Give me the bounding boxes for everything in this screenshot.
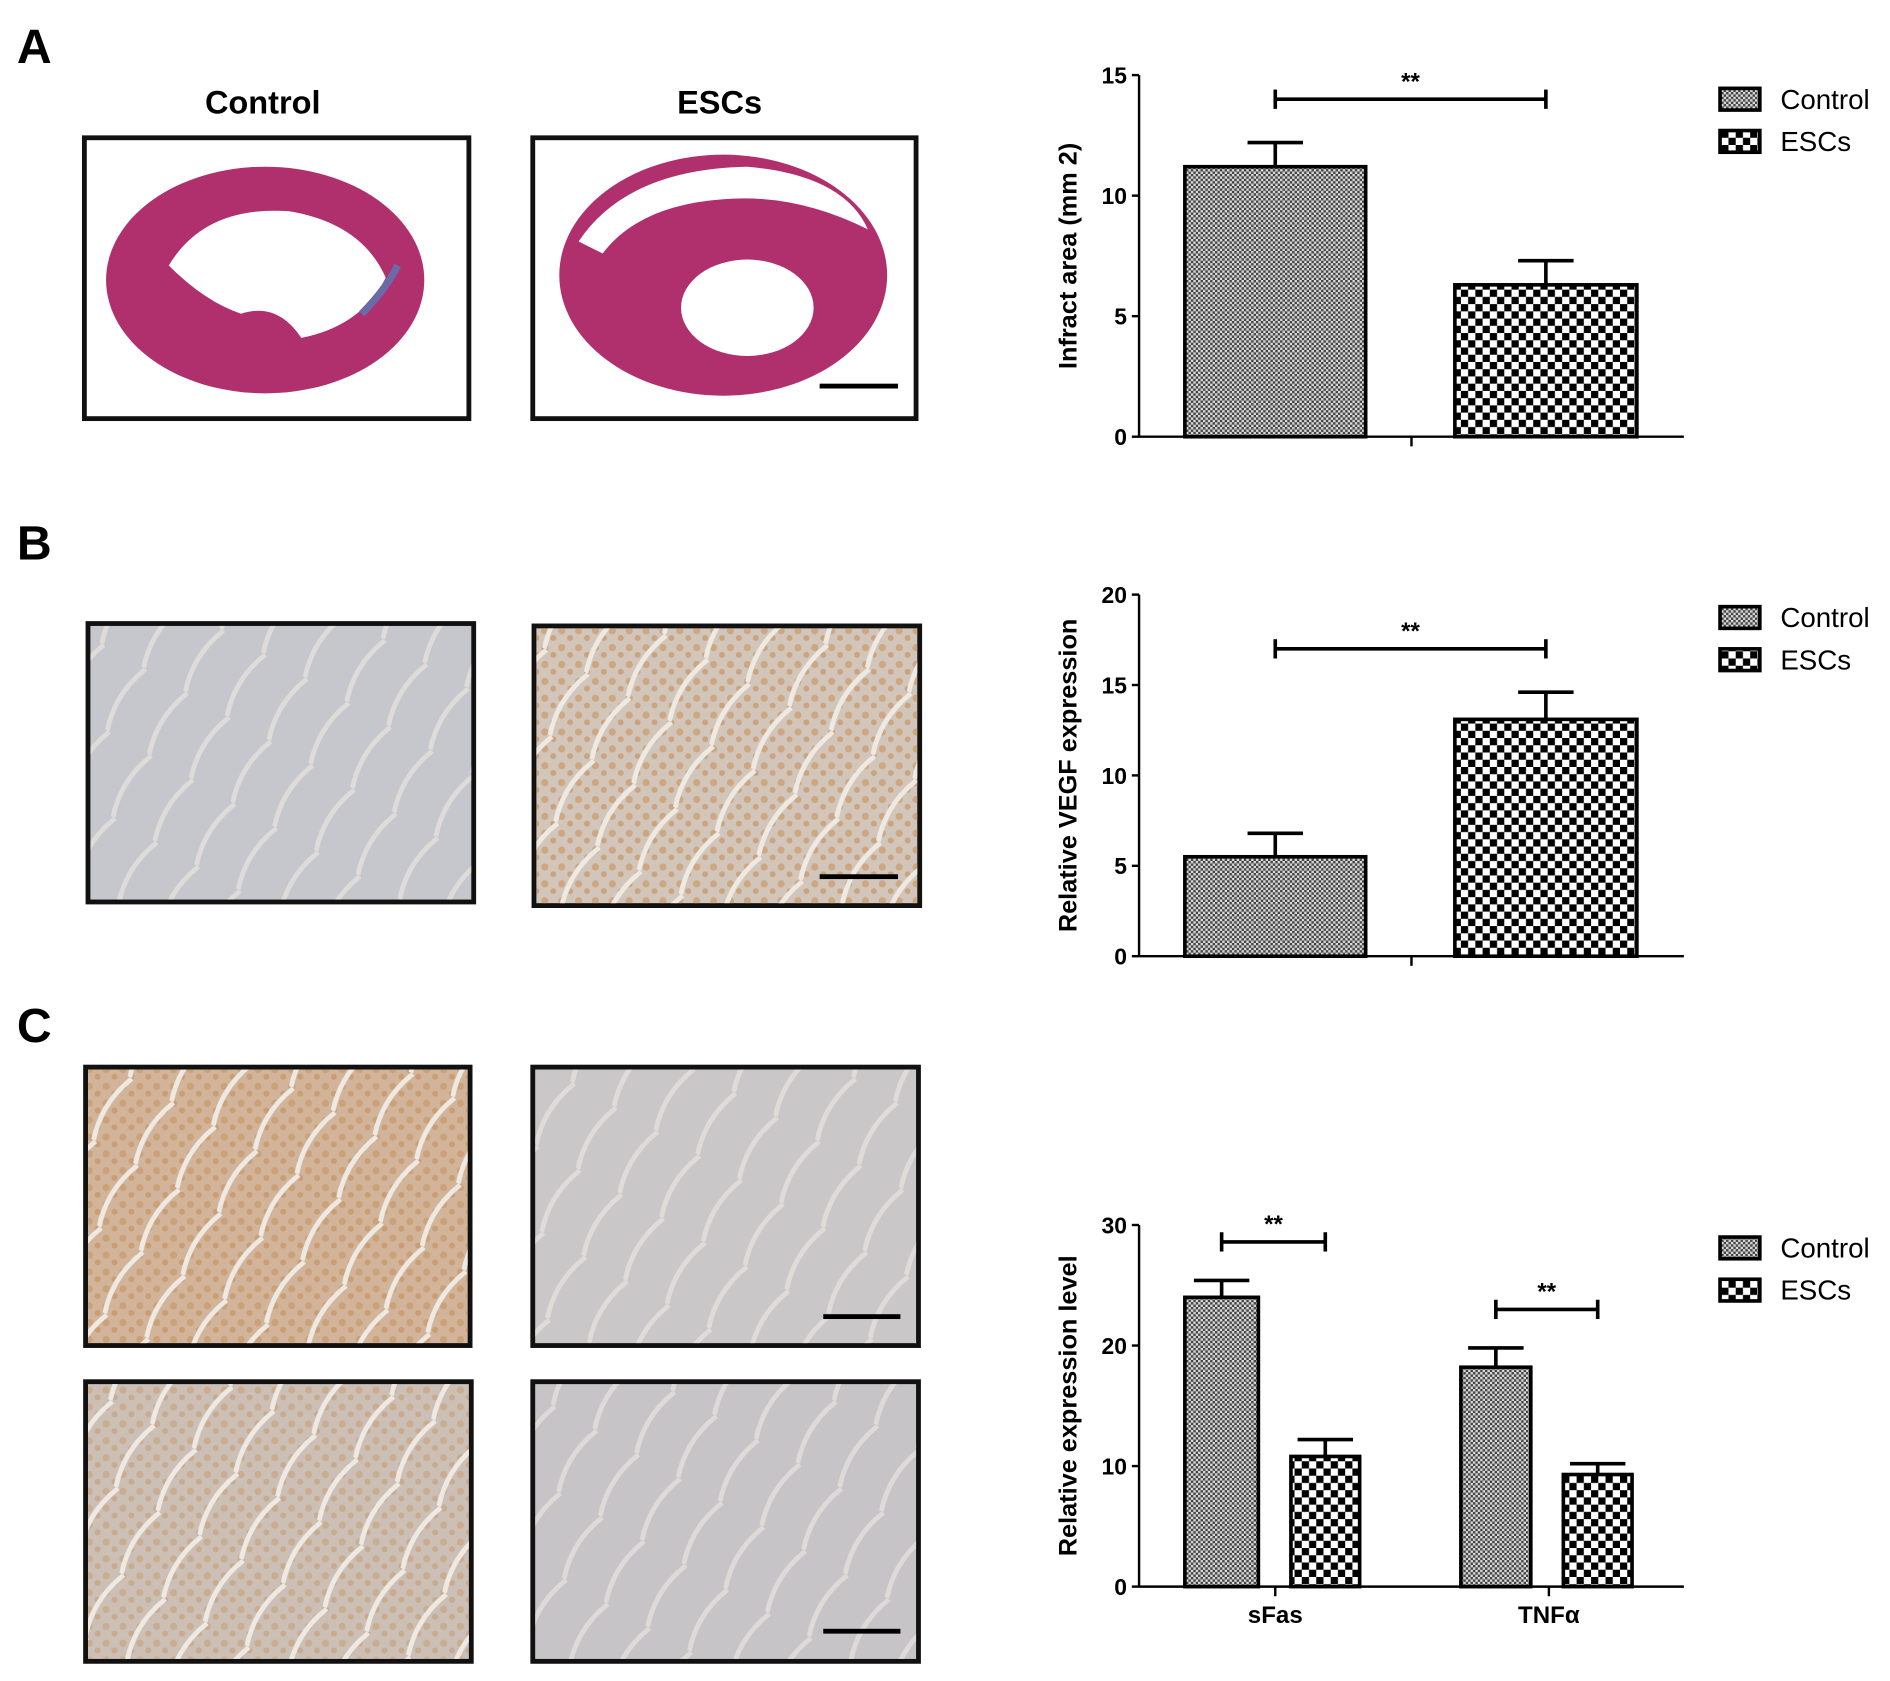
y-tick-label: 15 (1102, 63, 1128, 89)
legend-swatch-escs (1718, 647, 1762, 673)
legend-label-escs: ESCs (1780, 126, 1851, 157)
ihc-escs-bottom-image (530, 1379, 921, 1664)
legend-label-escs: ESCs (1780, 644, 1851, 675)
column-title-control: Control (205, 85, 321, 121)
legend-label-control: Control (1780, 1233, 1869, 1264)
ihc-control-top-image (83, 1064, 473, 1348)
vegf-ihc-control-image (85, 621, 477, 905)
significance-label: ** (1537, 1279, 1556, 1306)
y-tick-label: 10 (1102, 763, 1127, 789)
legend-swatch-escs (1718, 1277, 1762, 1303)
y-axis-label: Infract area (mm 2) (1054, 143, 1082, 369)
chart-1: 0 5 10 15 Infract area (mm 2) ** Control ESCs (1054, 63, 1869, 451)
significance-label: ** (1401, 69, 1420, 96)
scale-bar (819, 383, 898, 389)
y-tick-label: 20 (1102, 582, 1127, 608)
legend-label-escs: ESCs (1780, 1275, 1851, 1306)
y-tick-label: 5 (1114, 853, 1127, 879)
scale-bar (823, 1314, 901, 1320)
y-tick-label: 0 (1114, 424, 1127, 450)
bar-escs (1289, 1454, 1362, 1589)
y-tick-label: 0 (1114, 1574, 1127, 1600)
bar-escs (1453, 283, 1639, 439)
x-category-label: TNFα (1518, 1602, 1580, 1629)
column-title-escs: ESCs (677, 85, 762, 121)
chart-3: 0 10 20 30 Relative expression level sFas TNFα… (1054, 1211, 1869, 1629)
panel-label-c: C (17, 999, 52, 1053)
legend-label-control: Control (1780, 84, 1869, 115)
y-tick-label: 20 (1102, 1333, 1127, 1359)
heart-section-escs-image (530, 135, 919, 422)
legend-swatch-control (1718, 1235, 1762, 1261)
y-tick-label: 5 (1114, 304, 1127, 330)
significance-label: ** (1401, 618, 1420, 645)
y-axis-label: Relative expression level (1054, 1255, 1082, 1556)
legend-swatch-control (1718, 86, 1762, 112)
bar-control (1183, 854, 1368, 959)
y-tick-label: 30 (1102, 1212, 1127, 1238)
bar-escs (1453, 717, 1639, 959)
y-tick-label: 0 (1114, 944, 1127, 970)
bar-control (1183, 164, 1368, 439)
x-category-label: sFas (1248, 1602, 1303, 1629)
bar-control (1459, 1365, 1533, 1589)
significance-label: ** (1264, 1211, 1283, 1238)
y-tick-label: 15 (1102, 672, 1128, 698)
panel-label-b: B (17, 517, 52, 571)
legend-swatch-control (1718, 604, 1762, 631)
y-tick-label: 10 (1102, 1454, 1127, 1480)
y-axis-label: Relative VEGF expression (1054, 619, 1082, 933)
scale-bar (819, 874, 898, 880)
legend-swatch-escs (1718, 128, 1762, 155)
legend-label-control: Control (1780, 602, 1869, 633)
bar-escs (1561, 1472, 1634, 1589)
chart-2: 0 5 10 15 20 Relative VEGF expression ** Contro… (1054, 582, 1869, 970)
scale-bar (823, 1628, 901, 1634)
ihc-escs-top-image (530, 1064, 921, 1348)
panel-label-a: A (17, 20, 52, 74)
bar-control (1183, 1295, 1261, 1589)
vegf-ihc-escs-image (531, 623, 923, 908)
y-tick-label: 10 (1102, 183, 1127, 209)
ihc-control-bottom-image (83, 1379, 474, 1664)
heart-section-control-image (81, 135, 472, 422)
